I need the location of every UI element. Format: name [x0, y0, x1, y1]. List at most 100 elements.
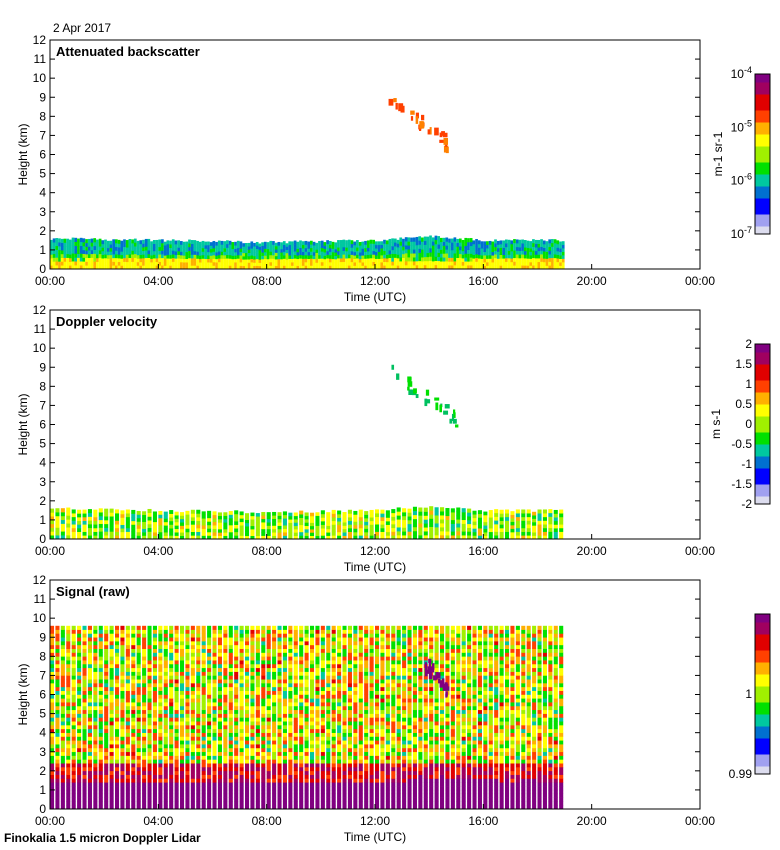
heatmap-cell: [109, 679, 114, 684]
heatmap-cell: [174, 774, 179, 779]
heatmap-cell: [128, 257, 132, 262]
heatmap-cell: [131, 679, 136, 684]
heatmap-cell: [266, 774, 271, 779]
heatmap-cell: [131, 524, 136, 529]
heatmap-cell: [239, 629, 244, 634]
heatmap-cell: [337, 535, 342, 540]
heatmap-cell: [223, 679, 228, 684]
heatmap-cell: [185, 767, 190, 772]
heatmap-cell: [245, 702, 250, 707]
heatmap-cell: [261, 656, 266, 661]
heatmap-cell: [250, 774, 255, 779]
heatmap-cell: [272, 755, 277, 760]
heatmap-cell: [296, 241, 300, 246]
heatmap-cell: [502, 254, 505, 259]
heatmap-cell: [450, 523, 455, 528]
heatmap-cell: [93, 786, 98, 791]
heatmap-cell: [50, 625, 55, 630]
heatmap-cell: [163, 751, 168, 756]
heatmap-cell: [513, 261, 516, 266]
heatmap-cell: [234, 258, 237, 263]
heatmap-cell: [66, 805, 71, 810]
heatmap-cell: [180, 801, 185, 806]
heatmap-cell: [551, 265, 554, 270]
heatmap-cell: [396, 523, 401, 528]
heatmap-cell: [245, 265, 248, 270]
heatmap-cell: [196, 778, 201, 783]
heatmap-cell: [66, 644, 71, 649]
heatmap-cell: [98, 508, 103, 513]
heatmap-cell: [364, 532, 369, 536]
heatmap-cell: [147, 641, 152, 646]
heatmap-cell: [66, 759, 71, 764]
heatmap-cell: [426, 240, 430, 246]
heatmap-cell: [288, 786, 293, 791]
heatmap-cell: [82, 763, 87, 768]
heatmap-cell: [131, 736, 136, 741]
heatmap-cell: [282, 709, 287, 714]
colorbar-swatch: [755, 372, 770, 377]
heatmap-cell: [310, 675, 315, 680]
heatmap-cell: [174, 805, 179, 810]
heatmap-cell: [207, 528, 212, 533]
heatmap-cell: [60, 763, 65, 768]
heatmap-cell: [255, 728, 260, 733]
heatmap-cell: [125, 516, 130, 521]
heatmap-cell: [152, 254, 156, 259]
heatmap-cell: [93, 702, 98, 707]
heatmap-cell: [196, 625, 201, 630]
heatmap-cell: [453, 253, 457, 258]
heatmap-cell: [402, 515, 407, 521]
heatmap-cell: [207, 774, 212, 779]
heatmap-cell: [174, 797, 179, 802]
heatmap-cell: [131, 667, 136, 672]
heatmap-cell: [109, 683, 114, 688]
heatmap-cell: [115, 732, 120, 737]
heatmap-cell: [315, 532, 320, 536]
heatmap-cell: [55, 625, 60, 630]
heatmap-cell: [250, 786, 255, 791]
heatmap-cell: [469, 261, 473, 266]
heatmap-cell: [310, 755, 315, 760]
heatmap-cell: [169, 694, 174, 699]
heatmap-cell: [342, 250, 346, 255]
heatmap-cell: [255, 671, 260, 676]
heatmap-cell: [299, 740, 304, 745]
heatmap-cell: [472, 265, 476, 270]
heatmap-cell: [104, 702, 109, 707]
heatmap-cell: [228, 740, 233, 745]
heatmap-cell: [320, 774, 325, 779]
heatmap-cell: [272, 747, 277, 753]
heatmap-cell: [90, 257, 94, 262]
heatmap-cell: [87, 786, 92, 791]
heatmap-cell: [255, 532, 260, 537]
heatmap-cell: [120, 524, 125, 529]
heatmap-cell: [104, 625, 109, 630]
heatmap-cell: [87, 679, 92, 684]
heatmap-cell: [250, 728, 255, 733]
heatmap-cell: [66, 648, 71, 653]
heatmap-cell: [50, 512, 55, 517]
heatmap-cell: [299, 732, 304, 737]
heatmap-cell: [55, 740, 60, 745]
heatmap-cell: [158, 531, 163, 536]
heatmap-cell: [207, 801, 212, 806]
heatmap-cell: [77, 709, 82, 714]
heatmap-cell: [82, 747, 87, 753]
heatmap-cell: [79, 253, 83, 258]
colorbar-swatch: [755, 456, 770, 461]
heatmap-cell: [163, 644, 168, 649]
heatmap-cell: [347, 247, 351, 251]
heatmap-cell: [245, 246, 248, 250]
heatmap-cell: [250, 770, 255, 775]
heatmap-cell: [77, 683, 82, 688]
heatmap-cell: [277, 690, 282, 695]
heatmap-cell: [125, 793, 130, 798]
heatmap-cell: [261, 694, 266, 699]
heatmap-cell: [396, 507, 401, 512]
heatmap-cell: [60, 667, 65, 672]
heatmap-cell: [304, 759, 309, 764]
heatmap-cell: [442, 253, 446, 258]
heatmap-cell: [163, 535, 168, 540]
heatmap-cell: [255, 789, 260, 795]
